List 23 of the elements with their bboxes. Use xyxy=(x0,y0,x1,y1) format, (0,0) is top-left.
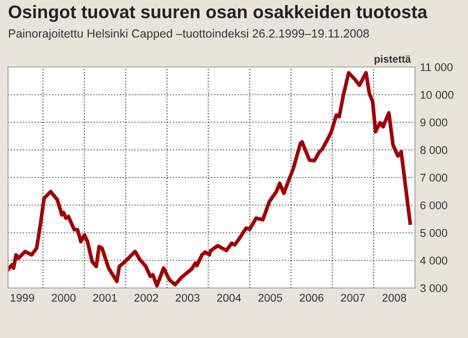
x-tick-label: 2003 xyxy=(176,294,200,302)
y-axis-title: pistettä xyxy=(374,55,411,65)
y-tick-label: 4 000 xyxy=(420,256,448,265)
x-tick-label: 1999 xyxy=(10,294,34,302)
y-tick-label: 5 000 xyxy=(420,229,448,237)
chart-subtitle: Painorajoitettu Helsinki Capped –tuottoindeksi 26.2.1999–19.11.2008 xyxy=(8,29,369,40)
x-tick-label: 2006 xyxy=(300,294,324,302)
y-tick-label: 8 000 xyxy=(420,146,448,154)
x-tick-label: 2000 xyxy=(52,294,76,302)
y-tick-label: 9 000 xyxy=(420,118,448,126)
line-series xyxy=(8,70,412,288)
x-tick-label: 2005 xyxy=(258,294,282,302)
x-tick-label: 2008 xyxy=(382,294,406,302)
x-tick-label: 2001 xyxy=(93,294,117,302)
x-tick-label: 2002 xyxy=(134,294,158,302)
y-tick-label: 7 000 xyxy=(420,174,448,182)
y-tick-label: 6 000 xyxy=(420,201,448,210)
x-tick-label: 2007 xyxy=(341,294,365,302)
chart-title: Osingot tuovat suuren osan osakkeiden tuotosta xyxy=(8,5,428,22)
y-tick-label: 3 000 xyxy=(420,284,448,292)
y-tick-label: 10 000 xyxy=(420,90,454,99)
y-tick-label: 11 000 xyxy=(420,63,453,72)
x-tick-label: 2004 xyxy=(217,294,242,302)
